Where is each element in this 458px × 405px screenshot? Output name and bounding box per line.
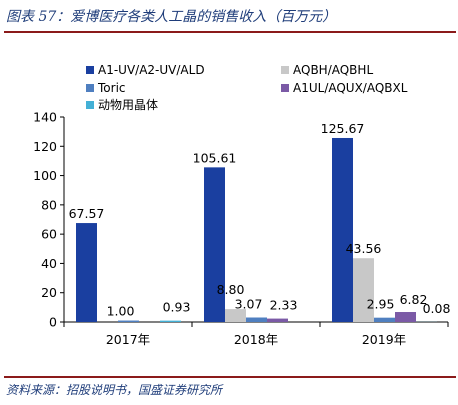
y-tick-label: 0 [49,315,57,330]
data-label: 6.82 [400,292,428,307]
bar [353,258,374,322]
bar [395,312,416,322]
data-label: 0.08 [423,301,451,316]
y-tick-label: 140 [33,110,57,125]
bar [246,317,267,322]
legend-label: 动物用晶体 [98,98,158,112]
bar [225,309,246,322]
legend-swatch [86,84,94,92]
bar [118,320,139,322]
legend-label: A1UL/AQUX/AQBXL [293,81,408,95]
x-tick-label: 2019年 [362,332,406,347]
data-label: 43.56 [346,241,382,256]
data-label: 1.00 [107,304,135,319]
x-axis: 2017年 2018年 2019年 [63,321,449,347]
legend-label: Toric [97,81,126,95]
bar [160,320,181,322]
legend-swatch [86,101,94,109]
figure-source: 资料来源：招股说明书，国盛证券研究所 [6,383,223,397]
y-tick-label: 60 [41,227,57,242]
bar [332,137,353,322]
y-tick-label: 40 [41,256,57,271]
bar [76,223,97,322]
legend-swatch [86,66,94,74]
x-tick-label: 2017年 [106,332,150,347]
y-axis: 0 20 40 60 80 100 120 140 [33,110,65,330]
data-label: 3.07 [235,297,263,312]
source-rule [4,376,456,378]
bar-series [76,137,437,322]
data-label: 2.33 [270,298,298,313]
y-tick-label: 100 [33,168,57,183]
y-tick-label: 20 [41,285,57,300]
legend-label: A1-UV/A2-UV/ALD [98,63,205,77]
data-label: 67.57 [69,206,105,221]
data-labels: 67.57 1.00 0.93 105.61 8.803.07 2.33 125.67 43.… [69,121,451,319]
data-label: 105.61 [193,150,237,165]
data-label: 125.67 [321,121,365,136]
data-label: 8.80 [217,282,245,297]
y-tick-label: 80 [41,197,57,212]
bar [374,317,395,322]
data-label: 0.93 [163,300,191,315]
x-tick-label: 2018年 [234,332,278,347]
title-rule [4,31,456,33]
legend-label: AQBH/AQBHL [293,63,373,77]
bar [204,167,225,322]
data-label: 2.95 [367,297,395,312]
bar [267,318,288,322]
legend-swatch [281,84,289,92]
y-tick-label: 120 [33,139,57,154]
legend-swatch [281,66,289,74]
chart-legend: A1-UV/A2-UV/ALD AQBH/AQBHL Toric A1UL/AQUX/… [86,63,408,112]
figure-title: 图表 57：爱博医疗各类人工晶的销售收入（百万元） [6,9,337,25]
